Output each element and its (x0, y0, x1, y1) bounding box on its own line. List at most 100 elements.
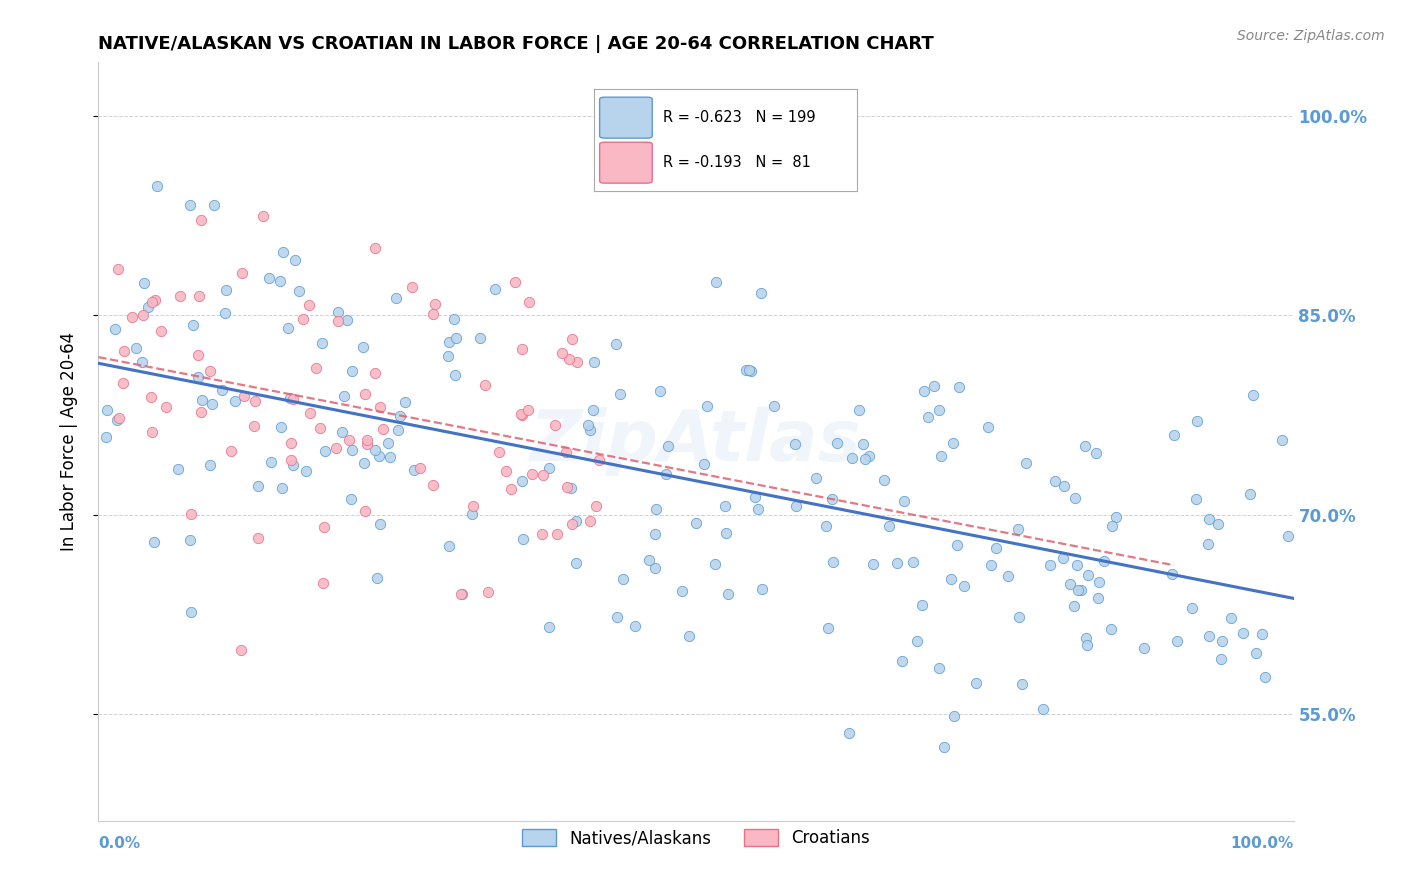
Point (561, 516, 583, 531)
Point (565, 514, 588, 528)
Point (246, 531, 269, 545)
Point (738, 363, 761, 377)
Point (911, 598, 934, 612)
Point (946, 537, 969, 551)
Point (280, 453, 302, 467)
Point (271, 481, 294, 495)
Point (444, 368, 467, 382)
Point (785, 500, 807, 514)
Point (644, 502, 666, 516)
Point (929, 450, 952, 464)
Point (141, 425, 163, 440)
Point (330, 425, 353, 440)
Point (155, 400, 177, 414)
Point (579, 423, 602, 437)
Point (1077, 567, 1099, 582)
Point (169, 289, 191, 303)
Point (474, 377, 496, 392)
Point (368, 449, 391, 463)
Point (425, 297, 447, 311)
Point (385, 291, 408, 305)
Point (538, 620, 561, 634)
Point (280, 436, 302, 450)
Point (735, 362, 758, 376)
Point (243, 418, 266, 433)
Point (901, 555, 924, 569)
Point (259, 455, 281, 469)
Point (943, 709, 966, 723)
Point (1271, 433, 1294, 447)
Point (1232, 626, 1254, 640)
Point (437, 334, 460, 349)
Point (305, 361, 328, 376)
Point (696, 400, 718, 414)
Point (693, 457, 716, 471)
Point (671, 583, 693, 598)
Point (922, 378, 945, 392)
Point (512, 532, 534, 546)
Point (657, 439, 679, 453)
Point (1045, 475, 1067, 489)
Point (1105, 510, 1128, 524)
Point (853, 451, 876, 466)
Point (965, 676, 987, 690)
Point (838, 726, 860, 740)
Point (231, 266, 253, 280)
Point (638, 552, 661, 566)
Point (187, 348, 209, 362)
Point (932, 740, 955, 755)
Point (1085, 445, 1108, 459)
Point (215, 283, 238, 297)
Point (112, 344, 135, 359)
Point (814, 519, 837, 533)
Point (1053, 478, 1076, 492)
Point (893, 494, 915, 508)
Point (499, 482, 522, 496)
Point (444, 331, 467, 345)
Text: 0.0%: 0.0% (98, 836, 141, 851)
Point (977, 419, 1000, 434)
Point (678, 629, 700, 643)
Point (747, 502, 769, 516)
Point (1161, 567, 1184, 582)
Point (468, 331, 491, 345)
Point (823, 555, 845, 569)
Point (1076, 638, 1098, 652)
Point (612, 573, 634, 587)
Point (377, 436, 399, 450)
Point (1251, 626, 1274, 640)
Point (825, 436, 848, 450)
Point (531, 468, 554, 483)
Point (141, 295, 163, 310)
Point (877, 518, 900, 533)
Point (333, 389, 356, 403)
Point (214, 306, 236, 320)
Point (717, 586, 740, 600)
Point (180, 605, 202, 619)
Point (1211, 634, 1233, 648)
Point (1064, 491, 1087, 505)
Point (131, 355, 153, 369)
Point (1074, 439, 1097, 453)
Point (179, 198, 201, 212)
Point (287, 285, 309, 299)
Point (685, 516, 707, 530)
Point (277, 321, 299, 335)
Point (1066, 558, 1088, 573)
Point (1277, 529, 1299, 543)
Point (1052, 551, 1074, 566)
Point (650, 384, 672, 399)
Point (588, 452, 610, 467)
Point (538, 460, 561, 475)
Point (312, 575, 335, 590)
Point (270, 420, 292, 434)
Point (1198, 629, 1220, 643)
Point (644, 527, 666, 541)
Point (841, 451, 863, 466)
Point (336, 313, 359, 327)
Point (284, 253, 307, 268)
Point (1076, 631, 1098, 645)
Point (364, 366, 387, 380)
Point (295, 465, 318, 479)
Point (1015, 456, 1038, 470)
